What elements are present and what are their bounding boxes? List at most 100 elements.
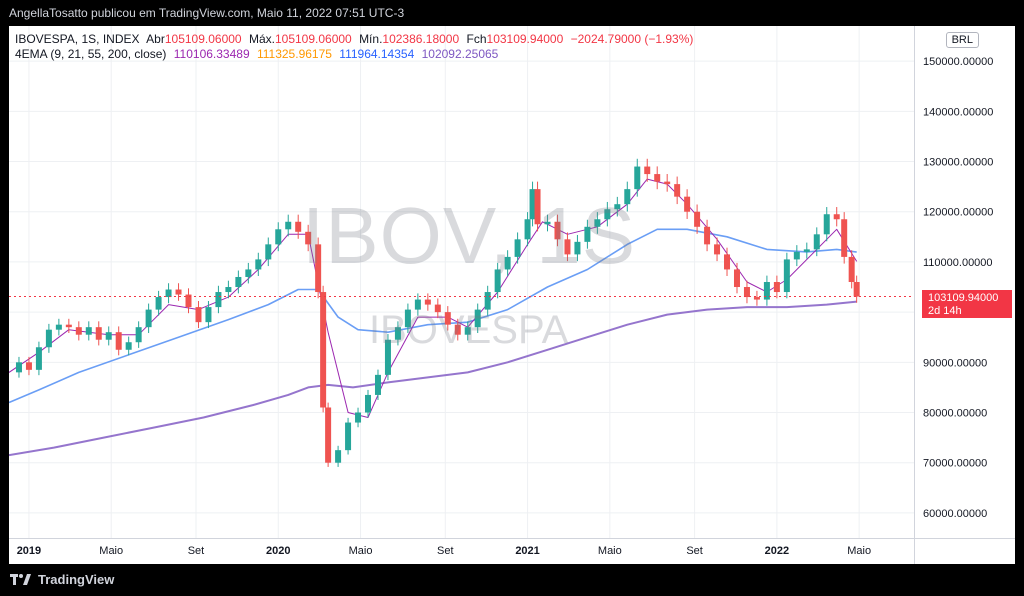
ema9-value: 110106.33489 [173,47,250,61]
x-tick-label: 2020 [266,545,290,557]
open-label: Abr [146,32,165,46]
candle-body [275,229,282,245]
candle-body [115,332,122,350]
x-tick-label: Maio [349,545,373,557]
y-tick-label: 60000.00000 [923,508,987,520]
candle-body [813,234,820,250]
ema200-line [9,300,857,457]
candle-body [848,256,855,282]
candle-body [624,189,631,205]
candle-body [320,292,327,408]
candle-body [335,450,342,463]
candle-body [793,251,800,260]
x-tick-label: 2019 [17,545,41,557]
candle-body [374,374,381,395]
candle-body [529,189,536,220]
symbol-watermark-sub: IBOVESPA [369,308,569,352]
candle-body [684,196,691,212]
x-tick-label: Set [686,545,703,557]
x-tick-label: 2021 [515,545,539,557]
y-tick-label: 80000.00000 [923,408,987,420]
ema21-value: 111325.96175 [256,47,332,61]
candle-body [404,309,411,328]
candle-body [295,221,302,232]
candle-body [694,211,701,227]
candle-body [434,304,441,313]
ema55-value: 111964.14354 [339,47,415,61]
candle-body [803,249,810,252]
candle-body [394,327,401,340]
candle-body [654,174,661,182]
y-tick-label: 130000.00000 [923,157,993,169]
y-tick-label: 120000.00000 [923,207,993,219]
candle-body [25,362,32,370]
candle-body [135,327,142,343]
high-value: 105109.06000 [274,32,352,46]
tradingview-logo[interactable]: TradingView [10,572,114,587]
symbol-name[interactable]: IBOVESPA, 1S, INDEX [15,32,140,46]
symbol-watermark: IBOV, 1S [302,191,637,280]
candle-body [424,299,431,305]
candle-body [853,282,860,297]
chart-panel[interactable]: 60000.00000 70000.00000 80000.00000 90000.0… [9,26,1015,564]
y-tick-label: 110000.00000 [923,257,993,269]
candle-body [574,241,581,255]
candle-body [704,226,711,245]
close-value: 103109.94000 [486,32,564,46]
candle-body [763,282,770,300]
publish-info: AngellaTosatto publicou em TradingView.c… [9,6,405,20]
candle-body [664,181,671,185]
candle-body [315,244,322,293]
y-tick-label: 70000.00000 [923,458,987,470]
candle-body [594,219,601,227]
change-value: −2024.79000 (−1.93%) [570,32,694,46]
candle-body [65,324,72,328]
brand-name: TradingView [38,572,115,587]
candle-body [155,297,162,310]
currency-button[interactable]: BRL [945,32,979,48]
last-price-value: 103109.94000 [928,292,999,304]
candle-body [225,287,232,293]
candle-body [604,209,611,220]
candle-body [634,166,641,190]
indicator-name[interactable]: 4EMA (9, 21, 55, 200, close) [15,47,167,61]
last-price-tag: 103109.94000 2d 14h [922,290,1012,318]
bar-countdown: 2d 14h [928,305,962,317]
candle-body [514,239,521,257]
candle-body [773,282,780,293]
candle-body [841,219,848,257]
candle-body [733,269,740,288]
candle-body [414,299,421,310]
candle-body [245,269,252,277]
footer: TradingView [0,566,1024,596]
candle-body [444,312,451,325]
candle-body [325,407,332,463]
candle-body [15,362,22,373]
symbol-ohlc-row: IBOVESPA, 1S, INDEX Abr105109.06000 Máx.… [15,32,697,47]
candle-body [145,309,152,328]
candle-body [474,309,481,328]
candle-body [345,422,352,451]
candle-body [464,327,471,335]
chart-canvas[interactable]: 60000.00000 70000.00000 80000.00000 90000.0… [9,26,1015,564]
candle-body [95,327,102,340]
candle-body [45,329,52,348]
candle-body [823,214,830,235]
y-tick-label: 140000.00000 [923,106,993,118]
tradingview-logo-icon [10,573,31,585]
open-value: 105109.06000 [164,32,242,46]
candle-body [75,327,82,335]
x-tick-label: Set [437,545,454,557]
candle-body [743,287,750,298]
candle-body [584,226,591,242]
candle-body [783,259,790,293]
candle-body [544,221,551,225]
close-label: Fch [466,32,487,46]
x-tick-label: 2022 [765,545,789,557]
candle-body [454,324,461,335]
candle-body [185,294,192,308]
candle-body [564,239,571,255]
candle-body [105,332,112,340]
candle-body [265,244,272,260]
candle-body [384,339,391,375]
